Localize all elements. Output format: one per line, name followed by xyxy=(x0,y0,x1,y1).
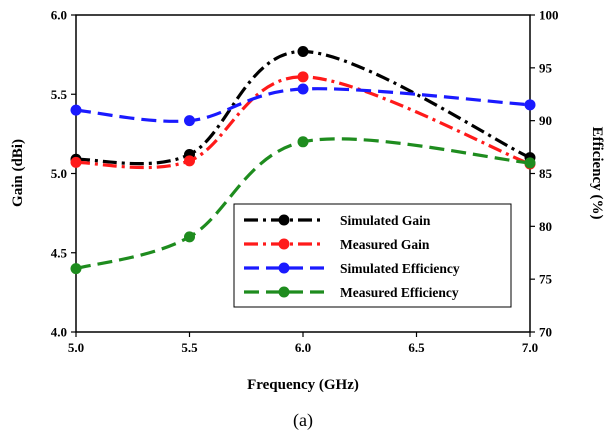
legend-swatch-marker xyxy=(278,238,290,250)
legend-swatch-marker xyxy=(278,214,290,226)
data-point xyxy=(184,155,195,167)
series-line xyxy=(75,75,531,170)
y-right-tick-label: 90 xyxy=(539,113,552,128)
y-left-tick-label: 6.0 xyxy=(51,8,67,23)
y-left-axis-title: Gain (dBi) xyxy=(10,139,26,207)
legend-label: Simulated Efficiency xyxy=(340,261,460,276)
y-right-tick-label: 75 xyxy=(539,272,553,287)
legend-swatch-marker xyxy=(278,262,290,274)
x-tick-label: 5.0 xyxy=(68,340,84,355)
data-point xyxy=(524,157,536,169)
y-left-tick-label: 5.0 xyxy=(51,166,67,181)
legend-label: Measured Gain xyxy=(340,237,430,252)
data-point xyxy=(184,231,195,243)
x-axis-title: Frequency (GHz) xyxy=(247,377,359,393)
legend-label: Simulated Gain xyxy=(340,213,431,228)
data-point xyxy=(70,156,82,168)
data-point xyxy=(297,71,309,83)
data-point xyxy=(297,83,309,95)
y-right-tick-label: 80 xyxy=(539,219,552,234)
legend: Simulated Gain Measured Gain Simulated Eff… xyxy=(233,203,512,308)
data-point xyxy=(297,45,309,57)
legend-items: Simulated Gain Measured Gain Simulated Eff… xyxy=(244,213,460,300)
y-right-tick-label: 95 xyxy=(539,60,553,75)
ticks-layer: 5.0 5.5 6.0 6.5 7.0 4.0 4.5 5.0 5.5 6.0 70 75 80 85 90… xyxy=(51,8,559,356)
x-tick-label: 7.0 xyxy=(522,340,538,355)
data-point xyxy=(297,136,309,148)
data-point xyxy=(184,115,195,127)
y-right-tick-label: 100 xyxy=(539,8,559,23)
data-point xyxy=(524,99,536,111)
series-layer xyxy=(70,45,536,275)
x-tick-label: 5.5 xyxy=(181,340,198,355)
x-tick-label: 6.5 xyxy=(408,340,425,355)
y-right-tick-label: 70 xyxy=(539,325,552,340)
legend-label: Measured Efficiency xyxy=(340,285,459,300)
data-point xyxy=(70,104,82,116)
y-left-tick-label: 4.0 xyxy=(51,325,67,340)
x-tick-label: 6.0 xyxy=(295,340,311,355)
y-right-axis-title: Efficiency (%) xyxy=(589,127,605,220)
y-right-tick-label: 85 xyxy=(539,166,553,181)
series-line xyxy=(75,87,531,123)
legend-swatch-marker xyxy=(278,286,290,298)
series-line xyxy=(75,49,531,166)
figure-caption: (a) xyxy=(293,410,313,431)
y-left-tick-label: 5.5 xyxy=(51,87,68,102)
data-point xyxy=(70,263,82,275)
y-left-tick-label: 4.5 xyxy=(51,245,68,260)
